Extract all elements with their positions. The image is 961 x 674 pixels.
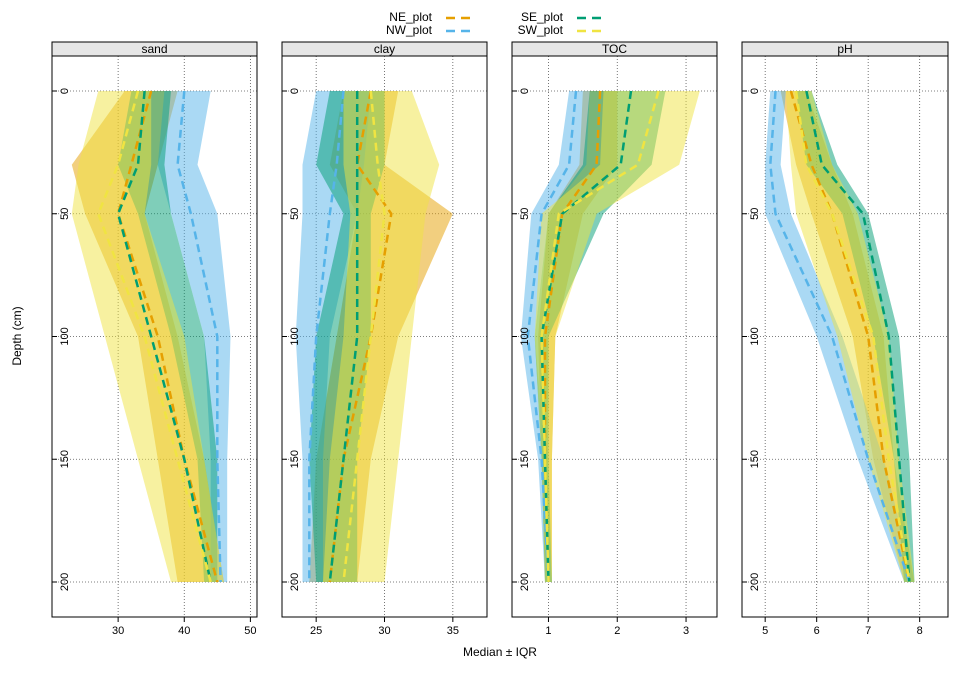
- x-tick-label-ph-7: 7: [865, 625, 871, 637]
- x-tick-label-toc-3: 3: [683, 625, 689, 637]
- y-tick-label-toc-50: 50: [519, 208, 531, 220]
- panel-toc: TOC 0 50 100 150 200 1 2 3: [511, 41, 718, 637]
- y-tick-label-sand-50: 50: [59, 208, 71, 220]
- median-line-clay-ne-plot: [328, 90, 393, 583]
- x-tick-label-toc-1: 1: [545, 625, 551, 637]
- y-tick-label-clay-100: 100: [289, 327, 301, 345]
- x-tick-label-clay-35: 35: [447, 625, 459, 637]
- median-line-toc-ne-plot: [543, 90, 602, 583]
- panel-clay: clay 0 50 100 150 200 25 30 35: [281, 41, 488, 637]
- x-tick-label-ph-6: 6: [814, 625, 820, 637]
- panel-plot-sand: [52, 56, 257, 617]
- panel-plot-toc: [512, 56, 717, 617]
- x-tick-label-toc-2: 2: [614, 625, 620, 637]
- median-line-sand-sw-plot: [96, 90, 212, 583]
- panel-sand: sand 0 50 100 150 200 30 40 50: [51, 41, 258, 637]
- iqr-band-clay-sw-plot: [323, 91, 440, 582]
- panel-plot-ph: [742, 56, 948, 617]
- y-tick-label-sand-100: 100: [59, 327, 71, 345]
- median-line-toc-sw-plot: [540, 90, 660, 583]
- legend-label-se: SE_plot: [521, 10, 564, 24]
- median-line-clay-sw-plot: [342, 90, 386, 583]
- y-axis-label: Depth (cm): [10, 306, 24, 365]
- y-tick-label-sand-200: 200: [59, 573, 71, 591]
- y-tick-label-ph-200: 200: [749, 573, 761, 591]
- panel-title-toc: TOC: [602, 42, 627, 56]
- y-tick-label-clay-200: 200: [289, 573, 301, 591]
- x-tick-label-ph-5: 5: [762, 625, 768, 637]
- y-tick-label-ph-0: 0: [749, 88, 761, 94]
- y-tick-label-ph-150: 150: [749, 450, 761, 468]
- iqr-band-toc-sw-plot: [534, 91, 700, 582]
- median-line-clay-nw-plot: [308, 90, 345, 582]
- y-tick-label-clay-150: 150: [289, 450, 301, 468]
- legend-label-ne: NE_plot: [389, 10, 432, 24]
- median-line-ph-sw-plot: [794, 90, 911, 583]
- x-tick-label-sand-50: 50: [244, 625, 256, 637]
- x-tick-label-sand-30: 30: [112, 625, 124, 637]
- iqr-band-sand-sw-plot: [71, 91, 224, 582]
- panel-title-ph: pH: [837, 42, 852, 56]
- panel-title-sand: sand: [141, 42, 167, 56]
- legend-label-sw: SW_plot: [518, 23, 564, 37]
- y-tick-label-toc-200: 200: [519, 573, 531, 591]
- iqr-band-ph-sw-plot: [785, 91, 915, 582]
- iqr-band-toc-nw-plot: [520, 91, 590, 582]
- y-tick-label-clay-0: 0: [289, 88, 301, 94]
- y-tick-label-toc-100: 100: [519, 327, 531, 345]
- y-tick-label-toc-0: 0: [519, 88, 531, 94]
- y-tick-label-toc-150: 150: [519, 450, 531, 468]
- y-tick-label-ph-100: 100: [749, 327, 761, 345]
- median-line-ph-nw-plot: [769, 90, 911, 583]
- median-line-clay-se-plot: [328, 91, 359, 583]
- y-tick-label-ph-50: 50: [749, 208, 761, 220]
- x-axis-label: Median ± IQR: [463, 645, 537, 659]
- panel-title-clay: clay: [374, 42, 395, 56]
- x-tick-label-clay-25: 25: [310, 625, 322, 637]
- panel-plot-clay: [282, 56, 487, 617]
- legend-label-nw: NW_plot: [386, 23, 433, 37]
- y-tick-label-sand-0: 0: [59, 88, 71, 94]
- median-line-sand-nw-plot: [176, 90, 222, 583]
- median-line-ph-se-plot: [805, 90, 911, 583]
- x-tick-label-clay-30: 30: [378, 625, 390, 637]
- y-tick-label-clay-50: 50: [289, 208, 301, 220]
- panel-ph: pH 0 50 100 150 200 5 6 7 8: [741, 41, 949, 637]
- legend: NE_plot NW_plot SE_plot SW_plot: [386, 10, 607, 37]
- x-tick-label-sand-40: 40: [178, 625, 190, 637]
- median-line-toc-nw-plot: [526, 90, 578, 583]
- x-tick-label-ph-8: 8: [917, 625, 923, 637]
- y-tick-label-sand-150: 150: [59, 450, 71, 468]
